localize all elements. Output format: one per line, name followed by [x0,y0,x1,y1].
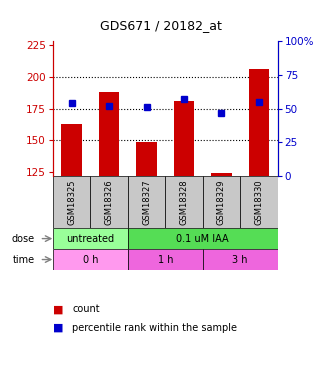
Text: GDS671 / 20182_at: GDS671 / 20182_at [100,19,221,32]
Bar [99,92,119,176]
Bar [165,176,203,228]
Bar [91,176,128,228]
Bar [61,124,82,176]
Text: dose: dose [12,234,35,244]
Bar [249,69,269,176]
Bar [211,173,232,176]
Bar [240,176,278,228]
Text: GSM18329: GSM18329 [217,179,226,225]
Text: GSM18330: GSM18330 [255,179,264,225]
Text: 3 h: 3 h [232,255,248,264]
Bar [203,249,278,270]
Text: GSM18326: GSM18326 [105,179,114,225]
Bar [203,176,240,228]
Text: ■: ■ [53,323,64,333]
Bar [128,249,203,270]
Text: GSM18328: GSM18328 [179,179,188,225]
Bar [128,228,278,249]
Text: GSM18327: GSM18327 [142,179,151,225]
Text: 1 h: 1 h [158,255,173,264]
Text: count: count [72,304,100,314]
Bar [128,176,165,228]
Text: untreated: untreated [66,234,115,244]
Bar [136,141,157,176]
Text: GSM18325: GSM18325 [67,179,76,225]
Bar [53,249,128,270]
Text: 0 h: 0 h [83,255,98,264]
Text: 0.1 uM IAA: 0.1 uM IAA [177,234,229,244]
Bar [53,228,128,249]
Text: percentile rank within the sample: percentile rank within the sample [72,323,237,333]
Text: time: time [13,255,35,264]
Text: ■: ■ [53,304,64,314]
Bar [53,176,91,228]
Bar [174,101,194,176]
